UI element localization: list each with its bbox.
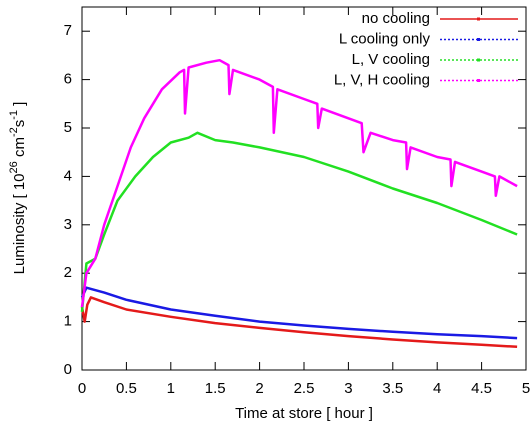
series-line: [80, 286, 518, 340]
x-tick-label: 0.5: [116, 380, 137, 397]
x-tick-label: 2.5: [294, 380, 315, 397]
x-tick-label: 2: [255, 380, 263, 397]
x-tick-label: 4: [433, 380, 441, 397]
y-label-part: -1: [8, 110, 20, 120]
legend-marker: [477, 17, 480, 21]
x-tick-label: 5: [522, 380, 530, 397]
y-tick-label: 7: [64, 22, 72, 39]
y-tick-label: 2: [64, 264, 72, 281]
x-tick-label: 3.5: [382, 380, 403, 397]
y-label-part: ]: [11, 102, 28, 110]
y-axis-label: Luminosity [ 1026 cm-2s-1 ]: [8, 102, 28, 275]
legend-label: L, V, H cooling: [334, 71, 430, 88]
y-label-part: Luminosity [ 10: [11, 173, 28, 274]
y-tick-label: 5: [64, 119, 72, 136]
legend-marker: [477, 38, 480, 41]
plot-frame: [81, 6, 527, 371]
legend-marker: [477, 79, 480, 82]
series-line: [80, 131, 518, 313]
x-axis-label: Time at store [ hour ]: [235, 405, 373, 422]
y-tick-label: 3: [64, 216, 72, 233]
x-tick-label: 0: [78, 380, 86, 397]
legend-label: L, V cooling: [352, 51, 430, 68]
series-line: [80, 296, 518, 349]
x-tick-label: 1: [167, 380, 175, 397]
legend-label: L cooling only: [339, 30, 431, 47]
x-tick-label: 1.5: [205, 380, 226, 397]
y-label-part: cm: [11, 137, 28, 161]
series-line: [80, 58, 518, 308]
y-label-part: 26: [8, 161, 20, 173]
y-label-part: -2: [8, 127, 20, 137]
x-tick-label: 4.5: [471, 380, 492, 397]
y-tick-label: 0: [64, 361, 72, 378]
y-label-part: s: [11, 120, 28, 128]
y-tick-label: 6: [64, 71, 72, 88]
legend-marker: [477, 58, 480, 62]
y-tick-label: 1: [64, 313, 72, 330]
x-tick-label: 3: [344, 380, 352, 397]
legend-label: no cooling: [362, 10, 430, 27]
y-tick-label: 4: [64, 167, 72, 184]
